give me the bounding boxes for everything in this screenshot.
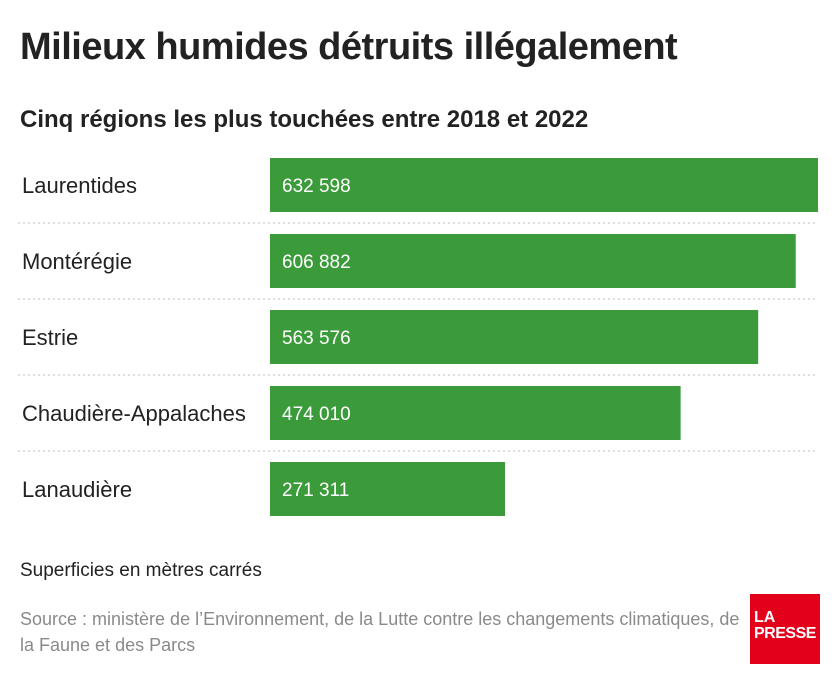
category-label: Lanaudière xyxy=(22,477,132,502)
chart-subtitle: Cinq régions les plus touchées entre 201… xyxy=(20,106,589,133)
value-label: 563 576 xyxy=(282,328,351,349)
category-label: Chaudière-Appalaches xyxy=(22,401,246,426)
units-note: Superficies en mètres carrés xyxy=(20,560,262,581)
value-label: 606 882 xyxy=(282,252,351,273)
logo-line-2: PRESSE xyxy=(754,625,816,642)
source-note: Source : ministère de l’Environnement, d… xyxy=(20,609,740,655)
category-label: Estrie xyxy=(22,325,78,350)
value-label: 632 598 xyxy=(282,176,351,197)
bar xyxy=(270,386,681,440)
value-label: 271 311 xyxy=(282,480,349,501)
bar xyxy=(270,310,759,364)
bar xyxy=(270,462,506,516)
chart-title: Milieux humides détruits illégalement xyxy=(20,26,678,68)
la-presse-logo: LA PRESSE xyxy=(750,594,820,664)
category-label: Laurentides xyxy=(22,173,137,198)
value-label: 474 010 xyxy=(282,404,351,425)
bar xyxy=(270,234,796,288)
logo-line-1: LA xyxy=(754,609,776,626)
category-label: Montérégie xyxy=(22,249,132,274)
bar xyxy=(270,158,818,212)
bar-chart: Laurentides 632 598 Montérégie 606 882 Estri… xyxy=(18,158,818,516)
